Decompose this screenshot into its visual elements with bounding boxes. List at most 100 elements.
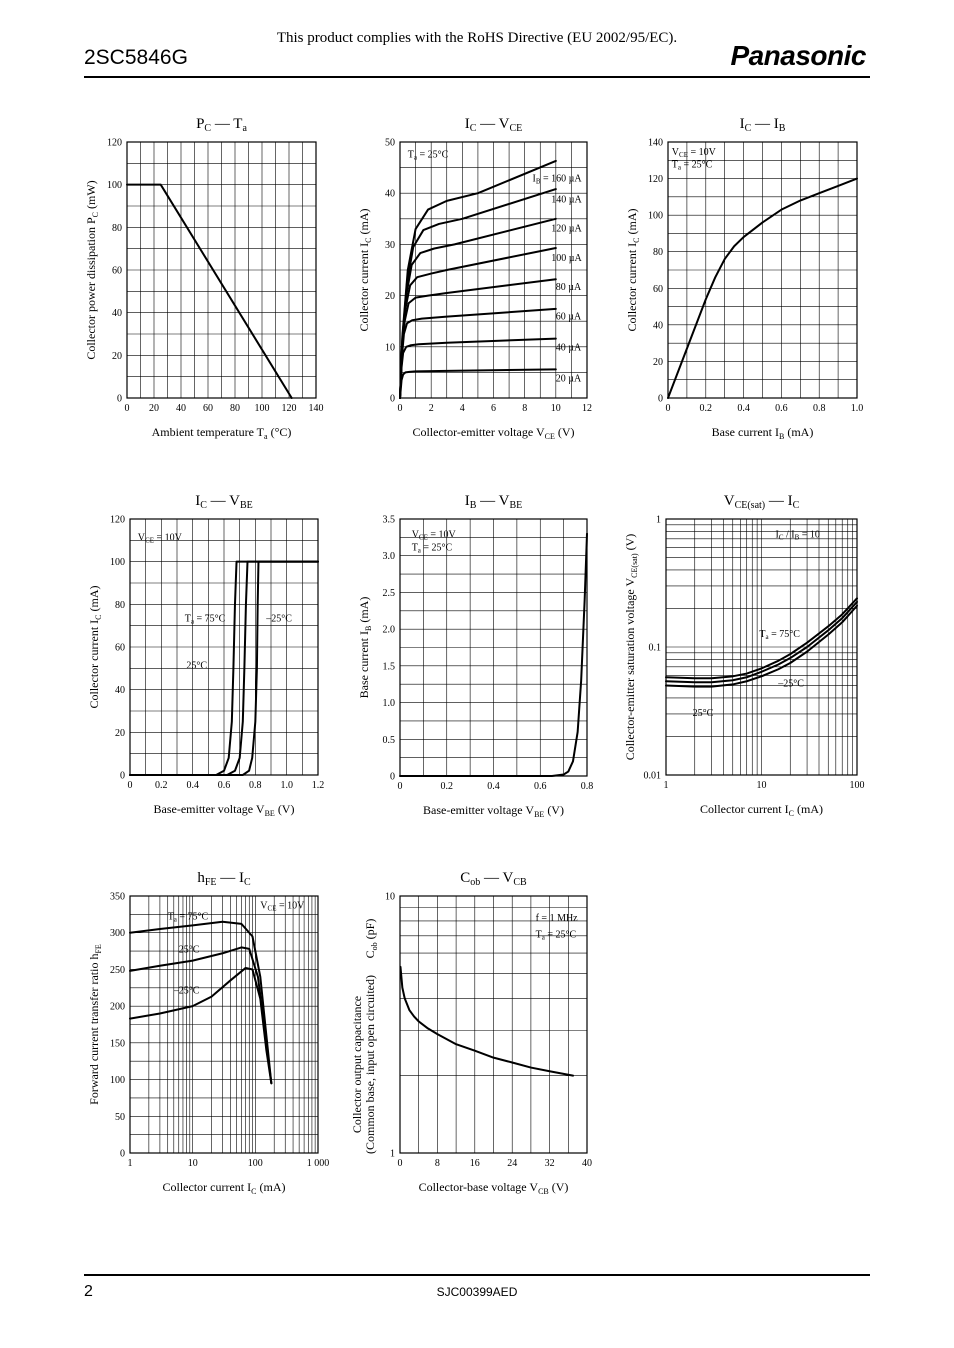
- x-tick-label: 10: [551, 403, 561, 414]
- annotation: IB = 160 µA: [533, 173, 583, 185]
- annotation: Ta = 25°C: [412, 543, 453, 555]
- x-tick-label: 0.8: [249, 780, 262, 791]
- x-tick-label: 10: [188, 1158, 198, 1169]
- x-tick-label: 0: [666, 403, 671, 414]
- x-tick-label: 0.6: [775, 403, 788, 414]
- annotation: 40 µA: [556, 342, 582, 353]
- grid: [129, 895, 319, 1154]
- y-axis-label: Collector power dissipation PC (mW): [84, 180, 100, 359]
- chart-ib-vbe: IB — VBE 0 0.2 0.4 0.6 0.8 0 0.5 1.0 1.5 2.0 2.5 3.0…: [357, 493, 593, 819]
- chart-ic-vce: IC — VCE 0 2 4 6 8 10 12 0 10 20 30 40 50 Collector-em…: [357, 116, 592, 441]
- annotation: Ta = 25°C: [672, 160, 713, 172]
- x-tick-label: 1: [664, 780, 669, 791]
- annotation: f = 1 MHz: [536, 913, 579, 924]
- y-tick-label: 100: [110, 557, 125, 568]
- x-tick-label: 140: [309, 403, 324, 414]
- x-axis-label: Collector-base voltage VCB (V): [419, 1180, 569, 1196]
- y-tick-label: 2.5: [383, 588, 396, 599]
- annotation: Ta = 25°C: [536, 929, 577, 941]
- y-tick-label: 0: [390, 394, 395, 405]
- y-axis-label-line2: (Common base, input open circuited): [363, 975, 377, 1154]
- y-tick-label: 100: [110, 1075, 125, 1086]
- plot-frame: [399, 895, 588, 1154]
- brand-logo: Panasonic: [730, 40, 866, 71]
- y-tick-label: 300: [110, 928, 125, 939]
- chart-title: IB — VBE: [465, 493, 523, 511]
- series-line-2: [129, 966, 273, 1085]
- x-axis-label: Base current IB (mA): [712, 425, 814, 441]
- x-tick-label: 4: [460, 403, 465, 414]
- annotation: VCE = 10V: [138, 532, 183, 544]
- chart-cob-vcb: Cob — VCB 0 8 16 24 32 40 1 10 Collector-base vol…: [350, 870, 592, 1196]
- annotation: Ta = 75°C: [185, 613, 226, 625]
- x-tick-label: 1 000: [307, 1158, 330, 1169]
- y-tick-label: 60: [112, 266, 122, 277]
- series-line-0: [399, 532, 588, 777]
- y-axis-label: Collector output capacitance: [350, 996, 364, 1133]
- x-tick-label: 0.2: [700, 403, 713, 414]
- y-tick-label: 350: [110, 892, 125, 903]
- annotation: IC / IB = 10: [776, 529, 820, 541]
- series-line-0: [667, 177, 858, 399]
- annotation: 100 µA: [551, 253, 582, 264]
- x-axis-label: Collector current IC (mA): [700, 802, 823, 818]
- x-tick-label: 0: [398, 781, 403, 792]
- rohs-notice: This product complies with the RoHS Dire…: [276, 30, 678, 46]
- x-tick-label: 0.6: [218, 780, 231, 791]
- x-tick-label: 0.2: [441, 781, 454, 792]
- y-axis-label: Collector current IC (mA): [357, 209, 373, 332]
- y-tick-label: 1: [656, 515, 661, 526]
- annotation: –25°C: [265, 613, 292, 624]
- chart-title: Cob — VCB: [460, 870, 527, 888]
- x-tick-label: 24: [507, 1158, 517, 1169]
- y-tick-label: 60: [115, 643, 125, 654]
- x-tick-label: 120: [282, 403, 297, 414]
- x-tick-label: 2: [429, 403, 434, 414]
- grid: [667, 141, 858, 399]
- y-tick-label: 250: [110, 965, 125, 976]
- page-number: 2: [84, 1283, 93, 1300]
- chart-ic-vbe: IC — VBE 0 0.2 0.4 0.6 0.8 1.0 1.2 0 20 40 60 80 100 1…: [87, 493, 324, 818]
- y-tick-label: 0: [658, 394, 663, 405]
- x-axis-label: Ambient temperature Ta (°C): [152, 425, 292, 441]
- y-tick-label: 140: [648, 138, 663, 149]
- x-tick-label: 0.2: [155, 780, 168, 791]
- series-line-7: [399, 159, 557, 399]
- footer-rule: [84, 1274, 870, 1276]
- annotation: –25°C: [173, 986, 200, 997]
- y-tick-label: 0: [120, 1149, 125, 1160]
- x-tick-label: 100: [850, 780, 865, 791]
- plot-frame: [665, 518, 858, 776]
- y-tick-label: 10: [385, 342, 395, 353]
- y-tick-label: 0: [117, 394, 122, 405]
- y-tick-label: 100: [648, 211, 663, 222]
- y-tick-label: 40: [112, 308, 122, 319]
- x-axis-label: Base-emitter voltage VBE (V): [423, 803, 564, 819]
- y-tick-label: 40: [385, 189, 395, 200]
- series-line-1: [129, 560, 319, 776]
- x-tick-label: 0.4: [186, 780, 199, 791]
- y-tick-label: 60: [653, 284, 663, 295]
- x-tick-label: 8: [522, 403, 527, 414]
- y-tick-label: 3.0: [383, 551, 396, 562]
- annotation: 140 µA: [551, 194, 582, 205]
- y-tick-label: 3.5: [383, 515, 396, 526]
- y-tick-label: 20: [653, 357, 663, 368]
- y-tick-label: 120: [107, 138, 122, 149]
- y-axis-label: Collector-emitter saturation voltage VCE…: [623, 534, 639, 761]
- y-tick-label: 80: [653, 247, 663, 258]
- y-tick-label: 0.01: [644, 771, 662, 782]
- y-tick-label: 20: [112, 351, 122, 362]
- series-line-0: [126, 183, 293, 399]
- series-line-0: [665, 597, 858, 680]
- annotation: 25°C: [179, 945, 200, 956]
- x-tick-label: 100: [255, 403, 270, 414]
- annotation: Ta = 75°C: [759, 629, 800, 641]
- annotation: 25°C: [693, 708, 714, 719]
- plot-frame: [129, 895, 319, 1154]
- header-rule: [84, 76, 870, 78]
- y-tick-label: 1: [390, 1149, 395, 1160]
- y-tick-label: 30: [385, 240, 395, 251]
- doc-code: SJC00399AED: [436, 1285, 518, 1299]
- x-tick-label: 0: [398, 1158, 403, 1169]
